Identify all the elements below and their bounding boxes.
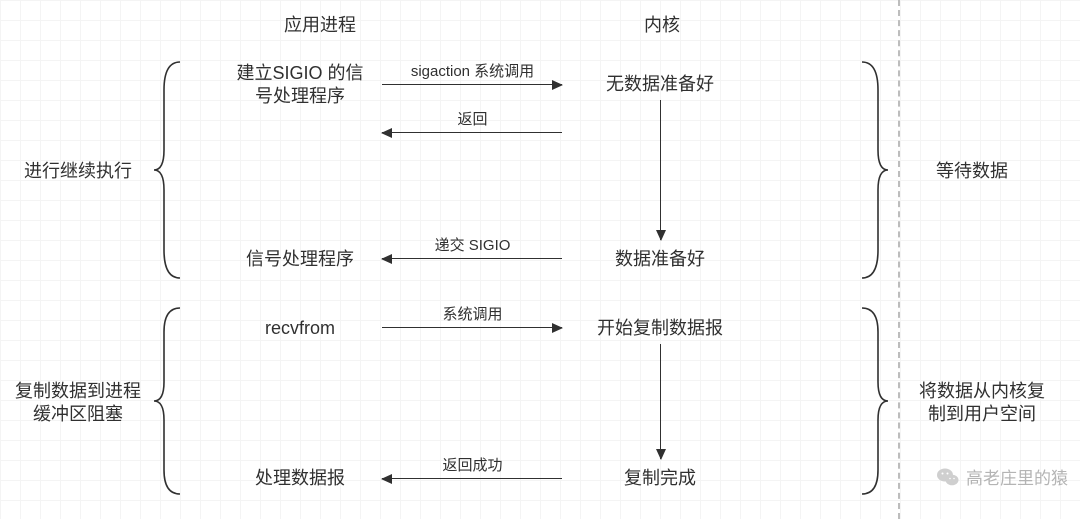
label-copy-kernel-user: 将数据从内核复制到用户空间 bbox=[902, 380, 1062, 425]
arrow-label-return-ok: 返回成功 bbox=[395, 457, 550, 475]
arrow-return bbox=[382, 132, 562, 133]
label-copying-block: 复制数据到进程缓冲区阻塞 bbox=[8, 380, 148, 425]
step-sigio-handler: 建立SIGIO 的信号处理程序 bbox=[200, 62, 400, 107]
kernel-start-copy: 开始复制数据报 bbox=[560, 317, 760, 340]
arrow-deliver-sigio bbox=[382, 258, 562, 259]
brace-right-bottom bbox=[858, 306, 892, 496]
arrow-label-syscall: 系统调用 bbox=[395, 306, 550, 324]
kernel-no-data: 无数据准备好 bbox=[560, 73, 760, 96]
header-app: 应用进程 bbox=[260, 14, 380, 37]
label-continue-exec: 进行继续执行 bbox=[8, 160, 148, 183]
arrow-return-ok bbox=[382, 478, 562, 479]
arrow-label-return: 返回 bbox=[395, 111, 550, 129]
kernel-data-ready: 数据准备好 bbox=[560, 248, 760, 271]
header-kernel: 内核 bbox=[622, 14, 702, 37]
arrow-label-deliver-sigio: 递交 SIGIO bbox=[395, 237, 550, 255]
watermark-text: 高老庄里的猿 bbox=[966, 464, 1068, 489]
label-wait-data: 等待数据 bbox=[912, 160, 1032, 183]
brace-right-top bbox=[858, 60, 892, 280]
step-process: 处理数据报 bbox=[200, 467, 400, 490]
watermark: 高老庄里的猿 bbox=[936, 464, 1068, 489]
arrow-kernel-wait bbox=[660, 100, 661, 240]
wechat-icon bbox=[936, 465, 960, 489]
arrow-syscall bbox=[382, 327, 562, 328]
dashed-separator bbox=[898, 0, 900, 519]
arrow-kernel-copy bbox=[660, 344, 661, 459]
brace-left-bottom bbox=[150, 306, 184, 496]
arrow-sigaction bbox=[382, 84, 562, 85]
arrow-label-sigaction: sigaction 系统调用 bbox=[395, 63, 550, 81]
step-recvfrom: recvfrom bbox=[200, 317, 400, 340]
kernel-copy-done: 复制完成 bbox=[560, 467, 760, 490]
step-signal-handler: 信号处理程序 bbox=[200, 248, 400, 271]
brace-left-top bbox=[150, 60, 184, 280]
